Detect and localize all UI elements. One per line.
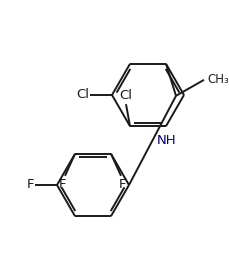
Text: F: F [59, 178, 66, 191]
Text: F: F [119, 178, 126, 191]
Text: Cl: Cl [76, 88, 89, 101]
Text: Cl: Cl [119, 89, 132, 102]
Text: CH₃: CH₃ [206, 73, 228, 86]
Text: F: F [26, 179, 34, 191]
Text: NH: NH [156, 134, 175, 147]
